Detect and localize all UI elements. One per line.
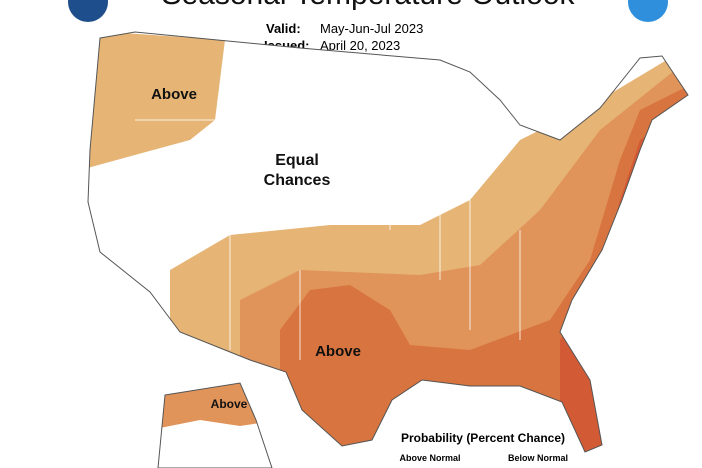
alaska — [158, 383, 272, 468]
alaska-outline — [157, 382, 273, 468]
region-label: Equal — [275, 152, 319, 169]
valid-value: May-Jun-Jul 2023 — [320, 21, 423, 36]
noaa-logo — [68, 0, 108, 22]
region-label: Above — [211, 397, 248, 411]
us-outline — [87, 31, 689, 453]
valid-label: Valid: — [266, 21, 301, 36]
issued-value: April 20, 2023 — [320, 38, 400, 53]
share-icon[interactable] — [628, 0, 668, 22]
legend-item: Below Normal — [508, 453, 568, 463]
title: Seasonal Temperature Outlook — [161, 0, 575, 11]
region-label: Above — [315, 343, 361, 360]
legend-title: Probability (Percent Chance) — [401, 431, 565, 445]
legend-item: Above Normal — [399, 453, 460, 463]
region-label: Above — [151, 86, 197, 103]
region-label: Chances — [264, 172, 331, 189]
